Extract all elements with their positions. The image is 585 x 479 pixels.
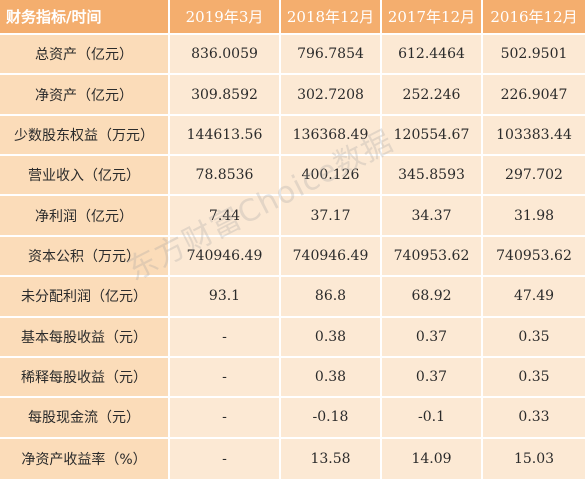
- table-cell: -: [170, 438, 281, 479]
- table-cell: 0.37: [382, 357, 483, 399]
- row-label: 基本每股收益（元）: [0, 317, 170, 358]
- table-cell: 302.7208: [281, 75, 382, 116]
- table-row: 净资产（亿元） 309.8592 302.7208 252.246 226.90…: [0, 75, 585, 116]
- table-cell: 796.7854: [281, 35, 382, 76]
- table-cell: 0.35: [483, 317, 585, 358]
- table-cell: 0.35: [483, 357, 585, 399]
- table-cell: 0.38: [281, 357, 382, 399]
- header-2018-12: 2018年12月: [281, 0, 382, 35]
- table-row: 总资产（亿元） 836.0059 796.7854 612.4464 502.9…: [0, 35, 585, 76]
- table-cell: 13.58: [281, 438, 382, 479]
- row-label: 资本公积（万元）: [0, 236, 170, 278]
- table-cell: 836.0059: [170, 35, 281, 76]
- table-cell: -0.1: [382, 398, 483, 439]
- table-cell: -: [170, 317, 281, 358]
- row-label: 稀释每股收益（元）: [0, 357, 170, 399]
- row-label: 总资产（亿元）: [0, 35, 170, 76]
- table-cell: 345.8593: [382, 156, 483, 197]
- header-2017-12: 2017年12月: [382, 0, 483, 35]
- table-cell: 68.92: [382, 277, 483, 318]
- header-2019-03: 2019年3月: [170, 0, 281, 35]
- table-cell: 15.03: [483, 438, 585, 479]
- table-cell: 252.246: [382, 75, 483, 116]
- table-cell: 740946.49: [170, 236, 281, 278]
- row-label: 净资产收益率（%）: [0, 438, 170, 479]
- table-row: 每股现金流（元） - -0.18 -0.1 0.33: [0, 398, 585, 439]
- table-row: 稀释每股收益（元） - 0.38 0.37 0.35: [0, 357, 585, 399]
- table-cell: 136368.49: [281, 115, 382, 157]
- table-cell: 612.4464: [382, 35, 483, 76]
- row-label: 未分配利润（亿元）: [0, 277, 170, 318]
- table-cell: 144613.56: [170, 115, 281, 157]
- table-cell: 31.98: [483, 196, 585, 237]
- table-cell: 740953.62: [382, 236, 483, 278]
- table-cell: 120554.67: [382, 115, 483, 157]
- table-cell: 297.702: [483, 156, 585, 197]
- header-row: 财务指标/时间 2019年3月 2018年12月 2017年12月 2016年1…: [0, 0, 585, 35]
- table-cell: 86.8: [281, 277, 382, 318]
- header-indicator-period: 财务指标/时间: [0, 0, 170, 35]
- table-cell: -0.18: [281, 398, 382, 439]
- table-row: 未分配利润（亿元） 93.1 86.8 68.92 47.49: [0, 277, 585, 318]
- row-label: 净利润（亿元）: [0, 196, 170, 237]
- table-cell: -: [170, 398, 281, 439]
- table-row: 基本每股收益（元） - 0.38 0.37 0.35: [0, 317, 585, 358]
- table-row: 营业收入（亿元） 78.8536 400.126 345.8593 297.70…: [0, 156, 585, 197]
- table-cell: -: [170, 357, 281, 399]
- table-row: 净利润（亿元） 7.44 37.17 34.37 31.98: [0, 196, 585, 237]
- table-cell: 740946.49: [281, 236, 382, 278]
- table-cell: 103383.44: [483, 115, 585, 157]
- table-cell: 309.8592: [170, 75, 281, 116]
- table-cell: 14.09: [382, 438, 483, 479]
- table-cell: 226.9047: [483, 75, 585, 116]
- table-row: 资本公积（万元） 740946.49 740946.49 740953.62 7…: [0, 236, 585, 278]
- table-cell: 502.9501: [483, 35, 585, 76]
- row-label: 净资产（亿元）: [0, 75, 170, 116]
- table-row: 少数股东权益（万元） 144613.56 136368.49 120554.67…: [0, 115, 585, 157]
- table-cell: 78.8536: [170, 156, 281, 197]
- row-label: 营业收入（亿元）: [0, 156, 170, 197]
- header-2016-12: 2016年12月: [483, 0, 585, 35]
- table-cell: 740953.62: [483, 236, 585, 278]
- table-cell: 0.37: [382, 317, 483, 358]
- table-cell: 93.1: [170, 277, 281, 318]
- table-cell: 34.37: [382, 196, 483, 237]
- table-cell: 0.38: [281, 317, 382, 358]
- table-cell: 0.33: [483, 398, 585, 439]
- row-label: 少数股东权益（万元）: [0, 115, 170, 157]
- table-cell: 7.44: [170, 196, 281, 237]
- table-row: 净资产收益率（%） - 13.58 14.09 15.03: [0, 438, 585, 479]
- table-cell: 400.126: [281, 156, 382, 197]
- row-label: 每股现金流（元）: [0, 398, 170, 439]
- table-cell: 47.49: [483, 277, 585, 318]
- table-cell: 37.17: [281, 196, 382, 237]
